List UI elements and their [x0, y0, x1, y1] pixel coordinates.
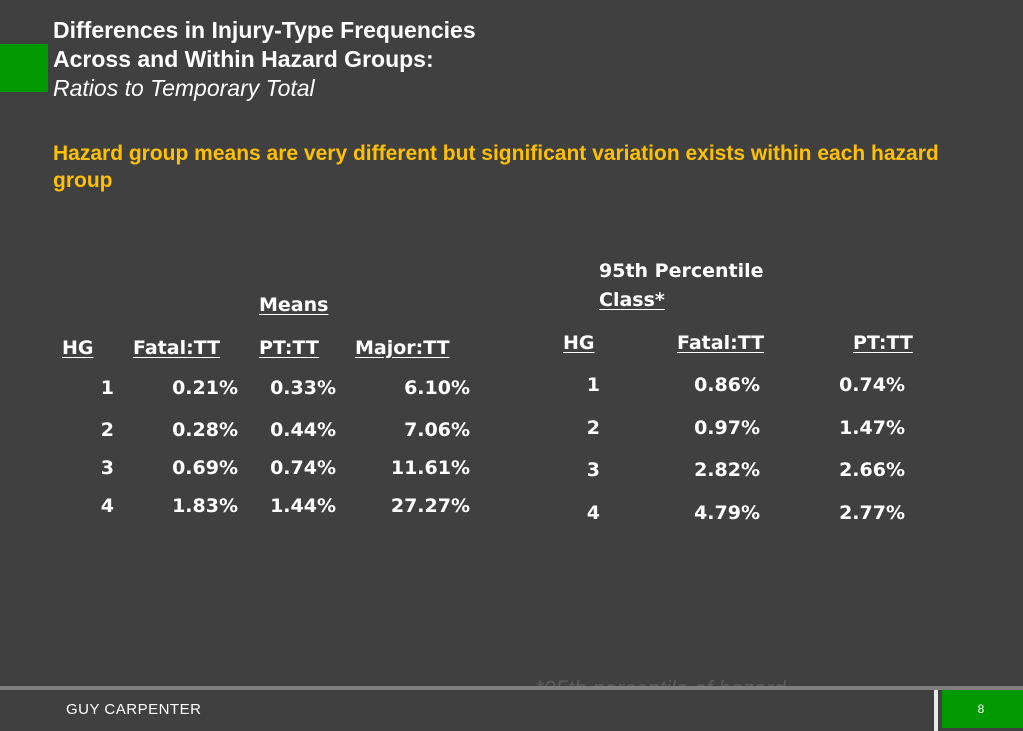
footer-divider — [0, 686, 1023, 690]
means-cell: 1 — [100, 377, 114, 399]
percentile-caption-line-2: Class* — [599, 289, 665, 311]
percentile-cell: 0.74% — [839, 374, 905, 396]
means-cell: 7.06% — [404, 419, 470, 441]
means-cell: 3 — [100, 457, 114, 479]
means-cell: 0.33% — [270, 377, 336, 399]
means-cell: 11.61% — [390, 457, 470, 479]
means-cell: 0.21% — [172, 377, 238, 399]
means-cell: 0.28% — [172, 419, 238, 441]
accent-bar — [0, 44, 48, 92]
percentile-header-pt: PT:TT — [853, 332, 913, 354]
percentile-cell: 0.97% — [694, 417, 760, 439]
footer-bar — [0, 690, 1023, 731]
title-line-2: Across and Within Hazard Groups: — [53, 46, 434, 72]
means-header-major: Major:TT — [355, 337, 450, 359]
slide-title: Differences in Injury-Type Frequencies A… — [53, 16, 476, 103]
means-cell: 4 — [100, 495, 114, 517]
means-cell: 0.74% — [270, 457, 336, 479]
percentile-cell: 2 — [586, 417, 600, 439]
percentile-cell: 4 — [586, 502, 600, 524]
percentile-cell: 2.66% — [839, 459, 905, 481]
percentile-cell: 2.82% — [694, 459, 760, 481]
footer-separator — [934, 690, 938, 731]
means-header-fatal: Fatal:TT — [133, 337, 221, 359]
page-number: 8 — [977, 702, 985, 716]
footer-company-name: GUY CARPENTER — [66, 701, 202, 718]
percentile-cell: 4.79% — [694, 502, 760, 524]
means-header-pt: PT:TT — [259, 337, 319, 359]
means-caption: Means — [259, 294, 329, 316]
means-cell: 0.44% — [270, 419, 336, 441]
means-cell: 1.44% — [270, 495, 336, 517]
means-cell: 6.10% — [404, 377, 470, 399]
percentile-cell: 2.77% — [839, 502, 905, 524]
page-number-box — [942, 690, 1023, 728]
percentile-cell: 3 — [586, 459, 600, 481]
percentile-header-fatal: Fatal:TT — [677, 332, 765, 354]
means-header-hg: HG — [62, 337, 94, 359]
means-cell: 2 — [100, 419, 114, 441]
slide-subtitle: Hazard group means are very different bu… — [53, 142, 939, 192]
footnote-fragment: *95th percentile of hazard — [535, 676, 786, 688]
percentile-cell: 1 — [586, 374, 600, 396]
percentile-cell: 0.86% — [694, 374, 760, 396]
percentile-cell: 1.47% — [839, 417, 905, 439]
means-cell: 1.83% — [172, 495, 238, 517]
means-cell: 0.69% — [172, 457, 238, 479]
title-line-1: Differences in Injury-Type Frequencies — [53, 17, 476, 43]
percentile-header-hg: HG — [563, 332, 595, 354]
percentile-caption-line-1: 95th Percentile — [599, 260, 764, 282]
means-cell: 27.27% — [390, 495, 470, 517]
title-line-3: Ratios to Temporary Total — [53, 75, 315, 101]
